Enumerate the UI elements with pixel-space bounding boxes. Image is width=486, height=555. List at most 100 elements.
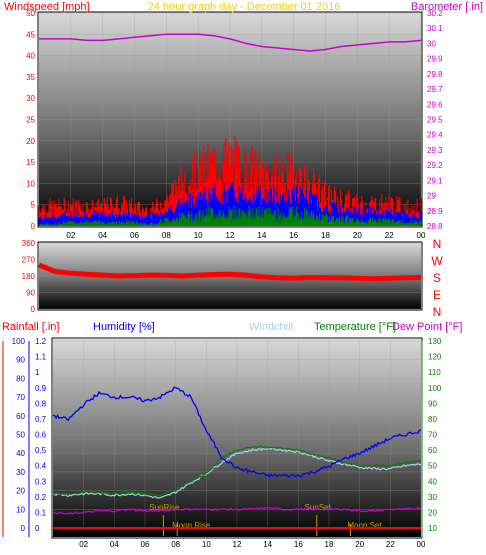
rainfall-tick-label: 1.2	[35, 337, 47, 346]
humidity-time-tick-label: 14	[263, 540, 272, 549]
windspeed-tick-label: 20	[26, 137, 35, 146]
windspeed-tick-label: 25	[26, 116, 35, 125]
compass-label: S	[433, 271, 441, 285]
wind-panel-frame	[37, 11, 423, 228]
chart-title: 24 hour graph day - December 01 2016	[148, 1, 341, 13]
temperature-tick-label: 30	[428, 493, 437, 502]
windspeed-tick-label: 35	[26, 73, 35, 82]
wind-time-tick-label: 06	[130, 231, 139, 240]
rainfall-tick-label: 0.4	[35, 462, 47, 471]
direction-panel-frame	[37, 241, 423, 311]
temperature-tick-label: 80	[428, 415, 437, 424]
rainfall-tick-label: 0.8	[35, 399, 47, 408]
series-windchill	[52, 446, 422, 499]
rainfall-tick-label: 0.3	[35, 477, 47, 486]
humidity-marks	[52, 386, 422, 529]
barometer-tick-label: 28.8	[427, 222, 443, 231]
windspeed-tick-label: 5	[31, 201, 36, 210]
series-dewpoint	[52, 506, 422, 515]
barometer-axis-label: Barometer [.in]	[411, 1, 483, 13]
temperature-axis-label: Temperature [°F]	[314, 321, 396, 333]
temperature-tick-label: 110	[428, 368, 441, 377]
temperature-tick-label: 40	[428, 477, 437, 486]
humidity-time-axis-ticks: 02 04 06 08 10 12 14 16 18 20 22 00	[79, 540, 426, 549]
wind-time-tick-label: 14	[257, 231, 266, 240]
humidity-axis-label: Humidity [%]	[93, 321, 155, 333]
barometer-tick-label: 29.6	[427, 100, 443, 109]
rainfall-tick-label: 1.1	[35, 353, 47, 362]
compass-label: E	[433, 288, 441, 302]
barometer-tick-label: 29.9	[427, 55, 443, 64]
series-wind-direction	[38, 262, 422, 282]
humidity-tick-label: 30	[16, 468, 25, 477]
barometer-tick-label: 29.7	[427, 85, 443, 94]
wind-time-tick-label: 00	[417, 231, 426, 240]
barometer-tick-label: 29.5	[427, 116, 443, 125]
wind-time-tick-label: 02	[66, 231, 75, 240]
humidity-time-tick-label: 04	[110, 540, 119, 549]
barometer-tick-label: 28.9	[427, 207, 443, 216]
rainfall-tick-label: 1	[35, 368, 40, 377]
wind-time-tick-label: 10	[194, 231, 203, 240]
windspeed-tick-label: 30	[26, 94, 35, 103]
humidity-time-tick-label: 22	[386, 540, 395, 549]
humidity-tick-label: 50	[16, 431, 25, 440]
temperature-tick-label: 60	[428, 446, 437, 455]
sun-event-label: SunSet	[305, 503, 332, 512]
barometer-tick-label: 29.8	[427, 70, 443, 79]
series-barometer	[39, 33, 422, 52]
rainfall-tick-label: 0.6	[35, 431, 47, 440]
windspeed-tick-label: 0	[31, 222, 36, 231]
temperature-tick-label: 90	[428, 399, 437, 408]
barometer-tick-label: 30.2	[427, 9, 443, 18]
humidity-tick-label: 100	[12, 337, 26, 346]
wind-time-tick-label: 12	[226, 231, 235, 240]
compass-label: N	[433, 237, 442, 251]
sun-event-label: SunRise	[149, 503, 180, 512]
temperature-tick-label: 130	[428, 337, 442, 346]
compass-label: W	[431, 254, 443, 268]
humidity-tick-label: 0	[21, 524, 26, 533]
windspeed-tick-label: 40	[26, 52, 35, 61]
series-humidity	[52, 386, 422, 479]
direction-tick-label: 0	[31, 305, 36, 314]
direction-tick-label: 180	[22, 272, 36, 281]
temperature-tick-label: 100	[428, 384, 442, 393]
humidity-tick-label: 80	[16, 374, 25, 383]
series-temperature	[53, 445, 422, 497]
dewpoint-axis-label: Dew Point [°F]	[392, 321, 462, 333]
moon-event-label: Moon Set	[347, 521, 382, 530]
temperature-axis-ticks: 10 20 30 40 50 60 70 80 90 100 110 120 130	[428, 337, 442, 533]
direction-axis-ticks: 0 90 180 270 360	[22, 239, 36, 314]
humidity-time-tick-label: 02	[79, 540, 88, 549]
windspeed-axis-ticks: 0 5 10 15 20 25 30 35 40 45 50	[26, 9, 35, 231]
wind-time-tick-label: 08	[162, 231, 171, 240]
windspeed-axis-label: Windspeed [mph]	[4, 1, 90, 13]
temperature-tick-label: 20	[428, 508, 437, 517]
wind-gridlines	[39, 12, 422, 227]
sun-moon-annotations: SunRise Moon Rise SunSet Moon Set	[149, 503, 382, 536]
barometer-tick-label: 30.1	[427, 24, 443, 33]
barometer-tick-label: 29.1	[427, 176, 443, 185]
wind-time-tick-label: 18	[321, 231, 330, 240]
barometer-tick-label: 29.4	[427, 131, 443, 140]
humidity-time-tick-label: 16	[294, 540, 303, 549]
direction-tick-label: 360	[22, 239, 36, 248]
humidity-tick-label: 90	[16, 356, 25, 365]
rainfall-tick-label: 0.1	[35, 508, 47, 517]
rainfall-tick-label: 0.7	[35, 415, 47, 424]
wind-time-tick-label: 16	[289, 231, 298, 240]
barometer-tick-label: 29.3	[427, 146, 443, 155]
humidity-tick-label: 40	[16, 449, 25, 458]
rainfall-tick-label: 0.9	[35, 384, 47, 393]
direction-tick-label: 90	[26, 289, 35, 298]
windspeed-tick-label: 15	[26, 158, 35, 167]
barometer-axis-ticks: 28.8 28.9 29 29.1 29.2 29.3 29.4 29.5 29.6 29.7 29…	[427, 9, 443, 231]
humidity-time-tick-label: 18	[325, 540, 334, 549]
series-wind-low	[38, 205, 422, 226]
